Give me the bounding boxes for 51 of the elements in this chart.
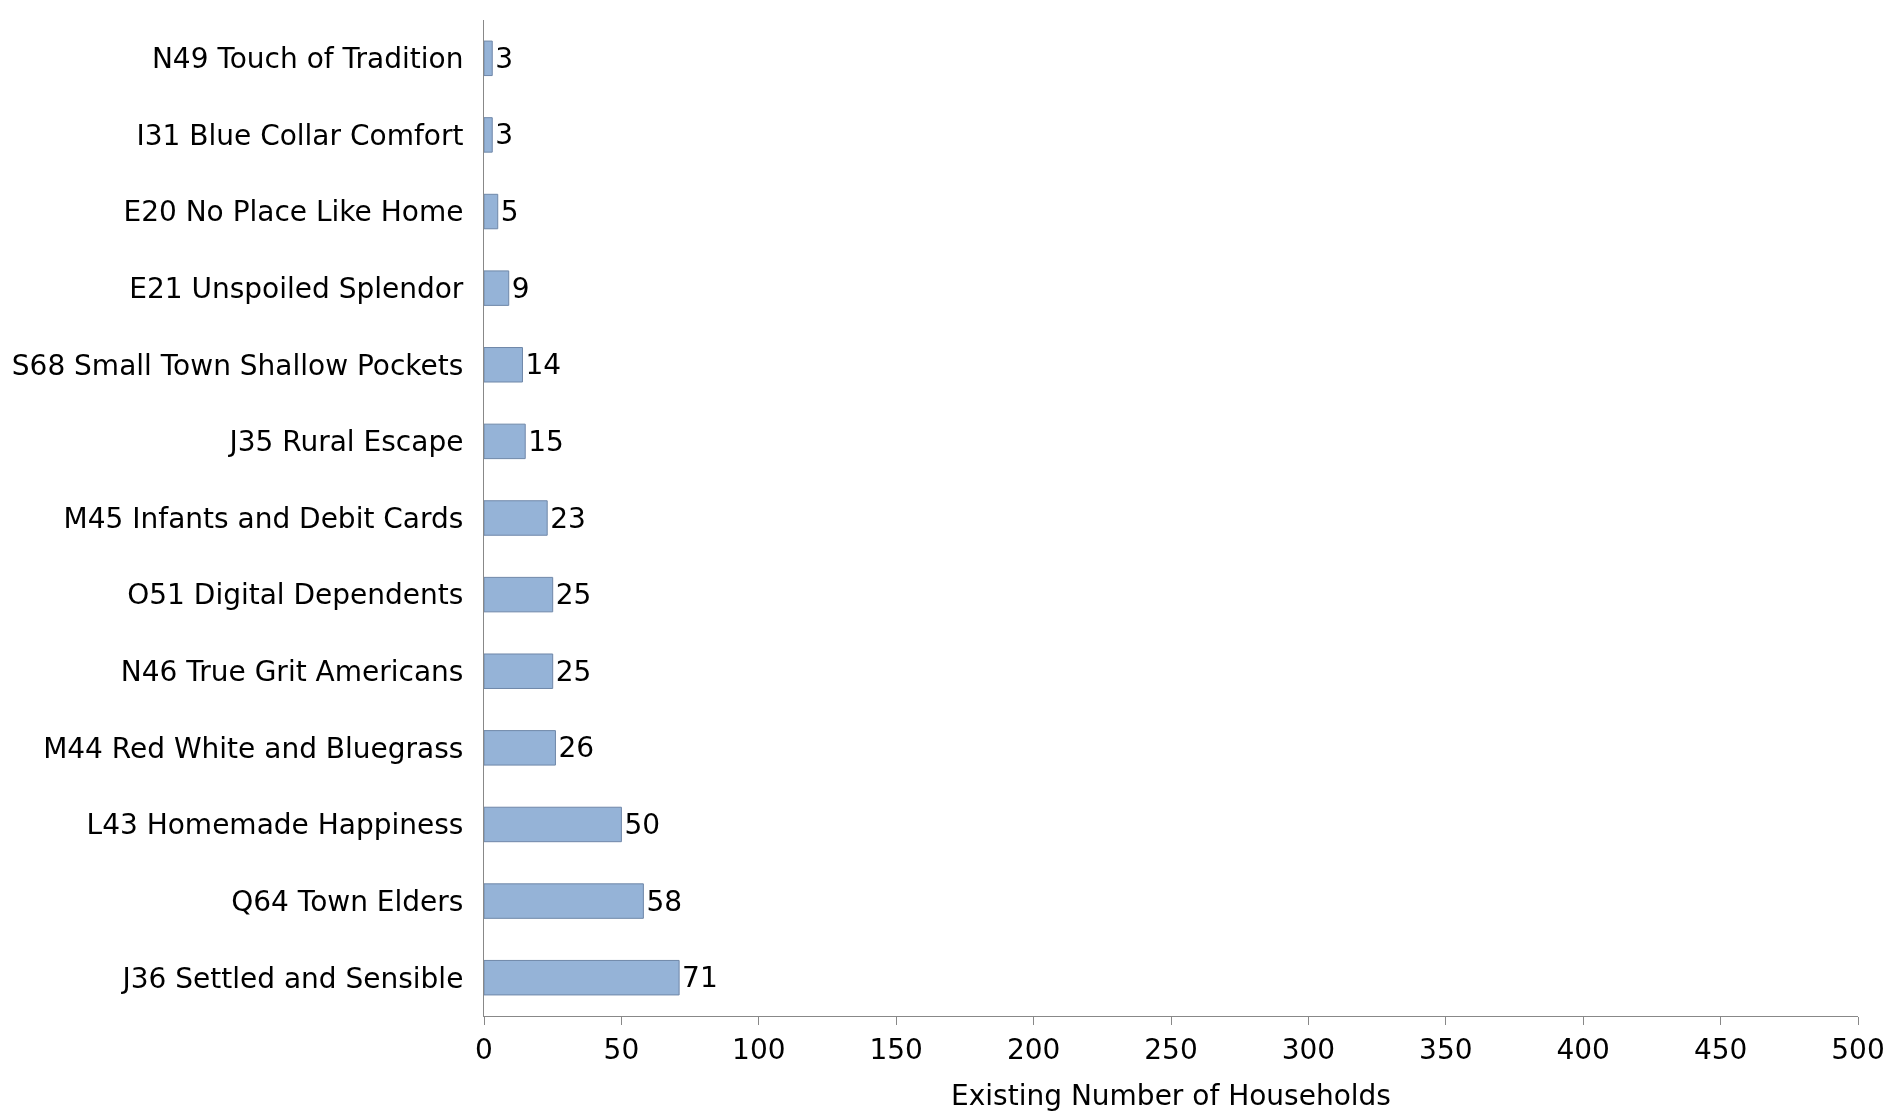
- y-tick-label: O51 Digital Dependents: [127, 578, 464, 612]
- bar: [484, 576, 554, 613]
- y-tick-label: E20 No Place Like Home: [123, 195, 464, 229]
- bar: [484, 193, 499, 230]
- bar: [484, 730, 556, 766]
- data-label: 9: [511, 271, 530, 305]
- bar: [484, 347, 523, 383]
- x-tick-label: 450: [1693, 1032, 1748, 1066]
- data-label: 5: [500, 195, 519, 229]
- y-tick-label: I31 Blue Collar Comfort: [136, 118, 464, 152]
- x-tick-label: 200: [1006, 1032, 1061, 1066]
- data-label: 26: [558, 731, 595, 765]
- x-tick-label: 500: [1831, 1032, 1885, 1066]
- bar: [484, 959, 680, 996]
- y-tick-label: E21 Unspoiled Splendor: [129, 271, 464, 305]
- x-tick-label: 0: [475, 1032, 493, 1066]
- bar: [484, 423, 526, 460]
- data-label: 25: [555, 578, 592, 612]
- data-label: 3: [495, 118, 514, 152]
- y-tick-label: N49 Touch of Tradition: [151, 42, 464, 76]
- data-label: 50: [624, 807, 661, 841]
- bar: [484, 270, 510, 306]
- y-tick-label: J36 Settled and Sensible: [120, 961, 464, 995]
- y-tick-label: J35 Rural Escape: [227, 425, 464, 459]
- x-tick-label: 400: [1556, 1032, 1610, 1066]
- bar: [484, 500, 548, 536]
- bar: [484, 653, 554, 689]
- x-tick-label: 150: [869, 1032, 923, 1066]
- data-label: 3: [495, 41, 514, 75]
- data-label: 15: [528, 424, 564, 458]
- x-tick-label: 100: [732, 1032, 786, 1066]
- y-tick-label: S68 Small Town Shallow Pockets: [11, 348, 464, 382]
- x-tick-label: 350: [1419, 1032, 1473, 1066]
- bar: [484, 883, 644, 919]
- bar: [484, 117, 493, 153]
- y-tick-label: M44 Red White and Bluegrass: [43, 731, 464, 765]
- x-tick-label: 50: [603, 1032, 640, 1066]
- x-tick-label: 300: [1281, 1032, 1336, 1066]
- x-axis-title: Existing Number of Households: [951, 1078, 1391, 1112]
- bar: [484, 40, 493, 77]
- y-tick-label: N46 True Grit Americans: [120, 655, 464, 689]
- y-tick-label: Q64 Town Elders: [231, 884, 464, 918]
- bar: [484, 806, 622, 843]
- y-tick-label: L43 Homemade Happiness: [86, 808, 464, 842]
- x-tick-label: 250: [1144, 1032, 1198, 1066]
- data-label: 58: [646, 884, 683, 918]
- data-label: 14: [525, 348, 562, 382]
- data-label: 25: [555, 654, 592, 688]
- data-label: 71: [682, 961, 718, 995]
- data-label: 23: [550, 501, 586, 535]
- y-tick-label: M45 Infants and Debit Cards: [63, 501, 464, 535]
